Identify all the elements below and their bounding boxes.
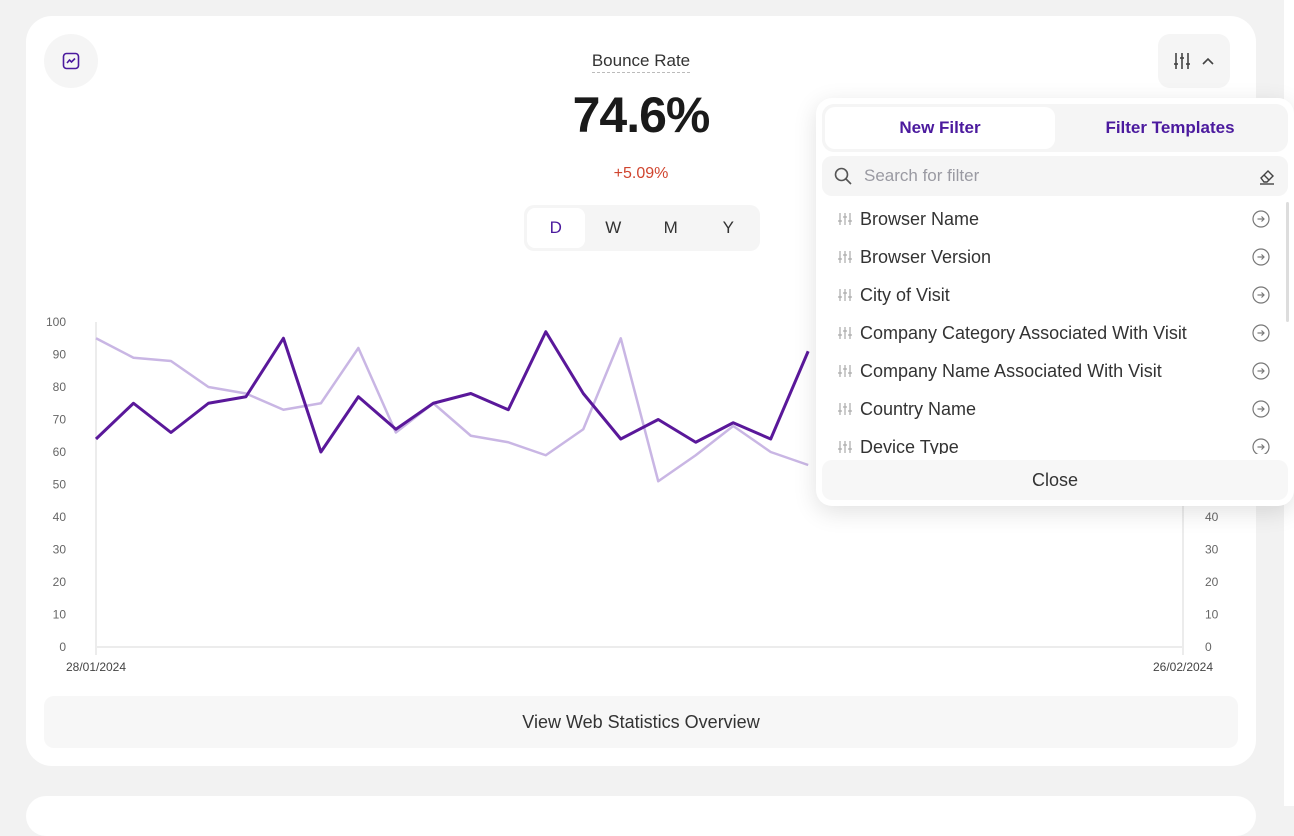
filter-list-scrollbar[interactable] xyxy=(1286,202,1289,322)
period-week[interactable]: W xyxy=(605,218,622,237)
y-tick-label-left: 50 xyxy=(53,478,67,492)
sliders-icon xyxy=(838,251,852,263)
y-tick-label-right: 20 xyxy=(1205,575,1219,589)
search-icon xyxy=(834,167,852,185)
x-tick-label-end: 26/02/2024 xyxy=(1153,660,1213,674)
arrow-right-circle-icon[interactable] xyxy=(1252,400,1270,418)
filter-toggle-button[interactable] xyxy=(1158,34,1230,88)
y-tick-label-left: 90 xyxy=(53,348,67,362)
y-tick-label-left: 40 xyxy=(53,510,67,524)
arrow-right-circle-icon[interactable] xyxy=(1252,210,1270,228)
y-tick-label-right: 0 xyxy=(1205,640,1212,654)
y-tick-label-right: 10 xyxy=(1205,608,1219,622)
filter-item[interactable]: Company Name Associated With Visit xyxy=(822,352,1284,390)
filter-item[interactable]: City of Visit xyxy=(822,276,1284,314)
y-tick-label-left: 0 xyxy=(59,640,66,654)
y-tick-label-left: 30 xyxy=(53,543,67,557)
arrow-right-circle-icon[interactable] xyxy=(1252,286,1270,304)
tab-filter-templates[interactable]: Filter Templates xyxy=(1105,118,1235,137)
arrow-right-circle-icon[interactable] xyxy=(1252,324,1270,342)
filter-tabs: New Filter Filter Templates xyxy=(822,104,1288,152)
filter-item-label: Browser Name xyxy=(860,208,980,229)
y-tick-label-left: 70 xyxy=(53,413,67,427)
y-tick-label-left: 60 xyxy=(53,445,67,459)
sliders-icon xyxy=(838,403,852,415)
period-year[interactable]: Y xyxy=(722,218,734,237)
filter-item-label: Company Name Associated With Visit xyxy=(860,360,1162,381)
filter-search xyxy=(822,156,1288,196)
arrow-right-circle-icon[interactable] xyxy=(1252,248,1270,266)
filter-list: Browser Name Browser Version City of Visit… xyxy=(822,200,1284,454)
tab-new-filter[interactable]: New Filter xyxy=(825,107,1055,149)
period-day[interactable]: D xyxy=(527,208,585,248)
filter-item-label: City of Visit xyxy=(860,284,950,305)
sliders-icon xyxy=(838,365,852,377)
eraser-icon[interactable] xyxy=(1258,167,1276,185)
filter-item[interactable]: Company Category Associated With Visit xyxy=(822,314,1284,352)
arrow-right-circle-icon[interactable] xyxy=(1252,362,1270,380)
line-chart-icon xyxy=(62,52,80,70)
sliders-icon xyxy=(838,327,852,339)
view-overview-button[interactable]: View Web Statistics Overview xyxy=(44,696,1238,748)
next-card xyxy=(26,796,1256,836)
y-tick-label-left: 10 xyxy=(53,608,67,622)
filter-popup: New Filter Filter Templates Browser Name… xyxy=(816,98,1294,506)
metric-change: +5.09% xyxy=(613,165,669,182)
y-tick-label-left: 100 xyxy=(46,315,66,329)
chart-type-button[interactable] xyxy=(44,34,98,88)
metric-value: 74.6% xyxy=(572,87,711,143)
metric-title[interactable]: Bounce Rate xyxy=(591,51,691,73)
filter-item[interactable]: Country Name xyxy=(822,390,1284,428)
sliders-icon xyxy=(838,289,852,301)
filter-item-label: Device Type xyxy=(860,436,959,455)
sliders-icon xyxy=(1174,53,1190,69)
chevron-up-icon xyxy=(1202,57,1214,65)
x-tick-label-start: 28/01/2024 xyxy=(66,660,126,674)
filter-item[interactable]: Device Type xyxy=(822,428,1284,454)
sliders-icon xyxy=(838,213,852,225)
filter-item-label: Country Name xyxy=(860,398,977,419)
y-tick-label-right: 30 xyxy=(1205,543,1219,557)
y-tick-label-left: 80 xyxy=(53,380,67,394)
y-tick-label-left: 20 xyxy=(53,575,67,589)
sliders-icon xyxy=(838,441,852,453)
filter-item[interactable]: Browser Name xyxy=(822,200,1284,238)
filter-item-label: Browser Version xyxy=(860,246,992,267)
filter-item-label: Company Category Associated With Visit xyxy=(860,322,1187,343)
previous-period-line xyxy=(95,337,809,483)
arrow-right-circle-icon[interactable] xyxy=(1252,438,1270,454)
period-month[interactable]: M xyxy=(663,218,678,237)
y-tick-label-right: 40 xyxy=(1205,510,1219,524)
close-button[interactable]: Close xyxy=(822,460,1288,500)
current-period-line xyxy=(94,330,810,454)
filter-search-input[interactable] xyxy=(864,166,1246,186)
period-selector: D W M Y xyxy=(524,205,760,251)
filter-item[interactable]: Browser Version xyxy=(822,238,1284,276)
